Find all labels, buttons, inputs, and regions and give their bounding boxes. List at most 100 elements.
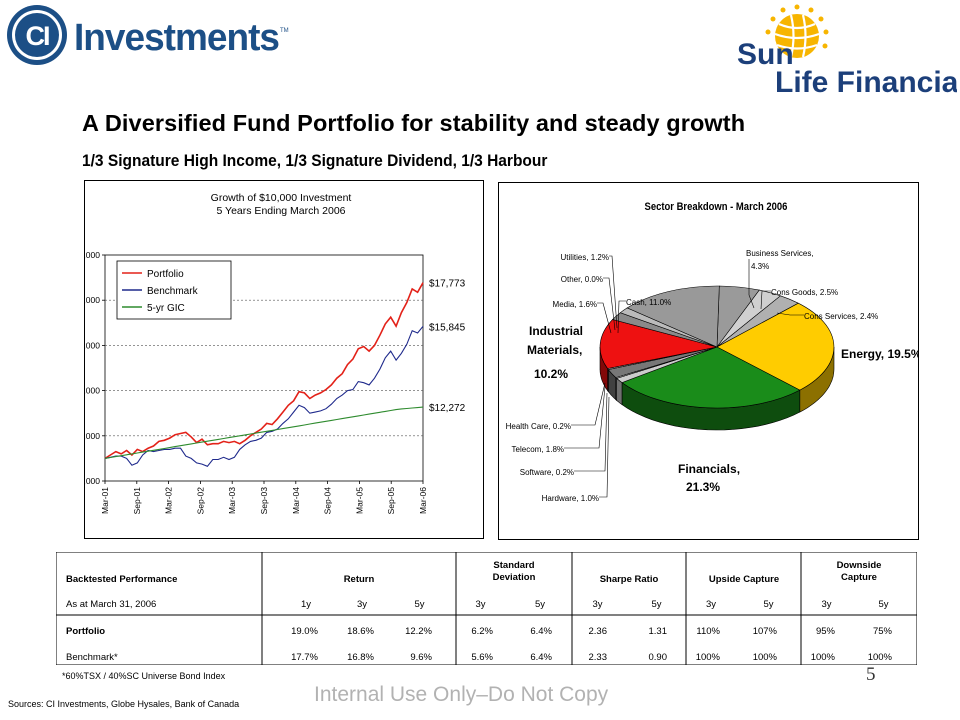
line-chart-legend: Portfolio Benchmark 5-yr GIC: [116, 260, 232, 320]
table-subheader-period: 1y: [301, 599, 311, 610]
table-cell: 5.6%: [471, 652, 493, 663]
table-subheader-period: 3y: [592, 599, 602, 610]
table-header-upside: Upside Capture: [709, 574, 779, 585]
pie-label-hardware: Hardware, 1.0%: [542, 494, 599, 503]
table-subheader-period: 5y: [651, 599, 661, 610]
table-cell: 2.33: [589, 652, 608, 663]
x-tick-label: Sep-04: [323, 487, 333, 515]
pie-label-financials-pct: 21.3%: [686, 480, 720, 494]
table-cell: 100%: [753, 652, 778, 663]
pie-label-other: Other, 0.0%: [561, 275, 603, 284]
pie-label-cash: Cash, 11.0%: [626, 298, 671, 307]
sun-icon: [765, 4, 829, 58]
pie-label-telecom: Telecom, 1.8%: [512, 445, 564, 454]
y-tick-label: $19,000: [85, 250, 100, 260]
legend-label: 5-yr GIC: [147, 303, 185, 314]
table-cell: 9.6%: [410, 652, 432, 663]
pie-label-energy: Energy, 19.5%: [841, 347, 918, 361]
leader-line: [564, 386, 606, 449]
table-row-label: Benchmark*: [66, 652, 118, 663]
table-cell: 6.2%: [471, 626, 493, 637]
table-cell: 100%: [696, 652, 721, 663]
series-end-label: $15,845: [429, 322, 466, 333]
y-tick-label: $9,000: [85, 476, 100, 486]
ci-logo-text: Investments: [74, 17, 279, 59]
watermark-text: Internal Use Only–Do Not Copy: [314, 683, 609, 706]
x-tick-label: Sep-02: [195, 487, 205, 515]
table-row: Portfolio 19.0% 18.6% 12.2% 6.2% 6.4% 2.36 1.31…: [66, 626, 893, 637]
table-cell: 18.6%: [347, 626, 374, 637]
table-cell: 0.90: [649, 652, 668, 663]
sources-note: Sources: CI Investments, Globe Hysales, …: [8, 699, 240, 709]
leader-line: [603, 277, 616, 331]
table-cell: 100%: [811, 652, 836, 663]
table-header-backtested: Backtested Performance: [66, 574, 177, 585]
pie-label-software: Software, 0.2%: [520, 468, 574, 477]
table-row-label: Portfolio: [66, 626, 105, 637]
table-cell: 100%: [868, 652, 893, 663]
page-subtitle: 1/3 Signature High Income, 1/3 Signature…: [82, 152, 548, 170]
table-subheader-period: 5y: [414, 599, 424, 610]
table-cell: 6.4%: [530, 626, 552, 637]
x-tick-label: Sep-05: [386, 487, 396, 515]
pie-label-industrial-2: Materials,: [527, 343, 582, 357]
series-line-5-yr-gic: [104, 406, 424, 459]
table-footnote: *60%TSX / 40%SC Universe Bond Index: [62, 671, 226, 681]
table-subheader-period: 5y: [878, 599, 888, 610]
y-tick-label: $15,000: [85, 340, 100, 350]
pie-label-industrial-pct: 10.2%: [534, 367, 568, 381]
x-tick-label: Mar-04: [291, 487, 301, 514]
pie-label-business-services: Business Services,: [746, 249, 814, 258]
pie-label-utilities: Utilities, 1.2%: [561, 253, 609, 262]
table-header-stdev-line1: Standard: [493, 560, 534, 571]
table-cell: 110%: [696, 626, 720, 637]
table-cell: 1.31: [649, 626, 668, 637]
page-title: A Diversified Fund Portfolio for stabili…: [82, 110, 746, 136]
pie-label-business-services-pct: 4.3%: [751, 262, 769, 271]
table-row: Benchmark* 17.7% 16.8% 9.6% 5.6% 6.4% 2.33 0.90…: [66, 652, 893, 663]
table-subheader-period: 5y: [535, 599, 545, 610]
leader-line: [609, 255, 618, 329]
table-subheader-label: As at March 31, 2006: [66, 599, 156, 610]
x-tick-label: Sep-03: [259, 487, 269, 515]
table-header-downside-line2: Capture: [841, 572, 877, 583]
table-subheader-period: 3y: [706, 599, 716, 610]
table-cell: 95%: [816, 626, 836, 637]
table-cell: 75%: [873, 626, 893, 637]
pie-label-industrial: Industrial: [529, 324, 583, 338]
x-tick-label: Mar-06: [418, 487, 428, 514]
pie-slice: [621, 346, 801, 409]
ci-logo-tm: TM: [280, 28, 289, 34]
leader-line: [599, 396, 610, 498]
pie-label-health-care: Health Care, 0.2%: [506, 422, 571, 431]
sunlife-word-life-financial: Life Financial: [775, 66, 957, 98]
table-header-stdev-line2: Deviation: [493, 572, 536, 583]
pie-label-media: Media, 1.6%: [553, 300, 597, 309]
table-cell: 2.36: [589, 626, 608, 637]
table-header-sharpe: Sharpe Ratio: [600, 574, 659, 585]
series-end-label: $12,272: [429, 403, 466, 414]
leader-line: [571, 382, 606, 426]
series-end-label: $17,773: [429, 279, 466, 290]
table-cell: 107%: [753, 626, 778, 637]
performance-table: Backtested Performance Return Standard D…: [55, 551, 918, 666]
pie-label-cons-goods: Cons Goods, 2.5%: [771, 288, 838, 297]
y-tick-label: $17,000: [85, 295, 100, 305]
y-tick-label: $13,000: [85, 386, 100, 396]
pie-label-financials: Financials,: [678, 462, 740, 476]
sun-life-logo: Sun Life Financial: [735, 2, 960, 99]
legend-label: Portfolio: [147, 269, 184, 280]
series-line-portfolio: [104, 282, 424, 460]
pie-chart-title: Sector Breakdown - March 2006: [645, 201, 788, 213]
table-cell: 12.2%: [405, 626, 432, 637]
sunlife-word-sun: Sun: [737, 38, 794, 71]
sector-pie-chart: Sector Breakdown - March 2006 Business S…: [498, 182, 922, 540]
page-number: 5: [866, 664, 876, 685]
x-tick-label: Mar-05: [354, 487, 364, 514]
table-cell: 17.7%: [291, 652, 318, 663]
legend-label: Benchmark: [147, 286, 199, 297]
line-chart-subtitle: 5 Years Ending March 2006: [216, 205, 345, 217]
line-chart-title: Growth of $10,000 Investment: [211, 192, 352, 204]
table-subheader-period: 3y: [821, 599, 831, 610]
table-subheader-period: 3y: [357, 599, 367, 610]
